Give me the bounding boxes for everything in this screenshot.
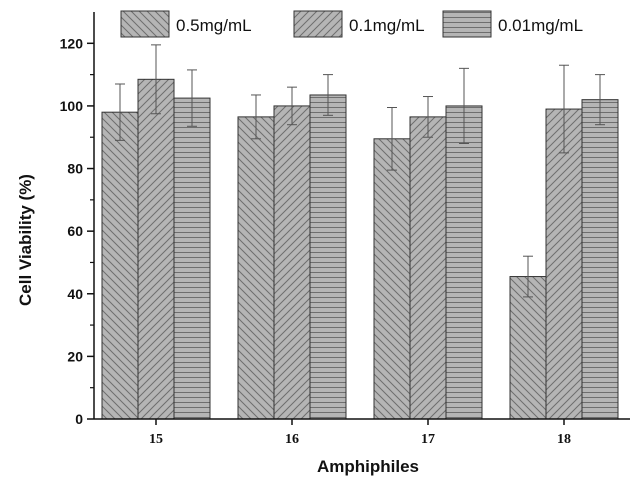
x-tick-label-15: 15 [149,432,163,447]
bar-18-series-2 [545,108,583,420]
legend-label: 0.01mg/mL [498,16,583,35]
x-axis: 15 16 17 18 [94,418,630,447]
error-bar-18-series-1 [523,255,533,298]
error-bar-18-series-3 [595,74,605,126]
y-axis-title: Cell Viability (%) [16,174,35,306]
legend-swatch [442,10,492,38]
error-bar-17-series-2 [423,96,433,138]
bar-16-series-2 [273,105,311,420]
bar-15-series-2 [137,78,175,420]
bar-16-series-1 [237,116,275,420]
error-bar-17-series-3 [459,67,469,144]
error-bar-15-series-2 [151,44,161,115]
y-tick-label-60: 60 [67,223,83,239]
legend-item-2: 0.1mg/mL [293,10,425,38]
bar-17-series-1 [373,138,411,420]
error-bar-16-series-2 [287,86,297,126]
bar-18-series-3 [581,99,619,420]
bar-15-series-1 [101,111,139,420]
error-bar-17-series-1 [387,106,397,171]
bar-17-series-2 [409,116,447,420]
error-bar-15-series-3 [187,69,197,127]
bar-18-series-1 [509,276,547,420]
legend-label: 0.5mg/mL [176,16,252,35]
error-bar-18-series-2 [559,64,569,154]
y-tick-label-40: 40 [67,286,83,302]
bar-16-series-3 [309,94,347,420]
x-tick-label-17: 17 [421,432,435,447]
legend-item-3: 0.01mg/mL [442,10,583,38]
y-tick-label-100: 100 [60,98,84,114]
error-bar-16-series-3 [323,74,333,116]
error-bar-16-series-1 [251,94,261,140]
x-tick-label-16: 16 [285,432,299,447]
x-tick-label-18: 18 [557,432,571,447]
legend: 0.5mg/mL 0.1mg/mL 0.01mg/mL [120,10,583,38]
y-tick-label-20: 20 [67,348,83,364]
legend-swatch [120,10,170,38]
legend-label: 0.1mg/mL [349,16,425,35]
error-bars-group [115,44,605,298]
y-tick-label-80: 80 [67,161,83,177]
bars-group [101,78,619,420]
y-tick-label-120: 120 [60,35,84,51]
y-axis: 0 20 40 60 80 100 120 [60,12,95,427]
bar-17-series-3 [445,105,483,420]
legend-swatch [293,10,343,38]
error-bar-15-series-1 [115,83,125,141]
bar-15-series-3 [173,97,211,420]
y-tick-label-0: 0 [75,411,83,427]
legend-item-1: 0.5mg/mL [120,10,252,38]
x-axis-title: Amphiphiles [317,457,419,476]
